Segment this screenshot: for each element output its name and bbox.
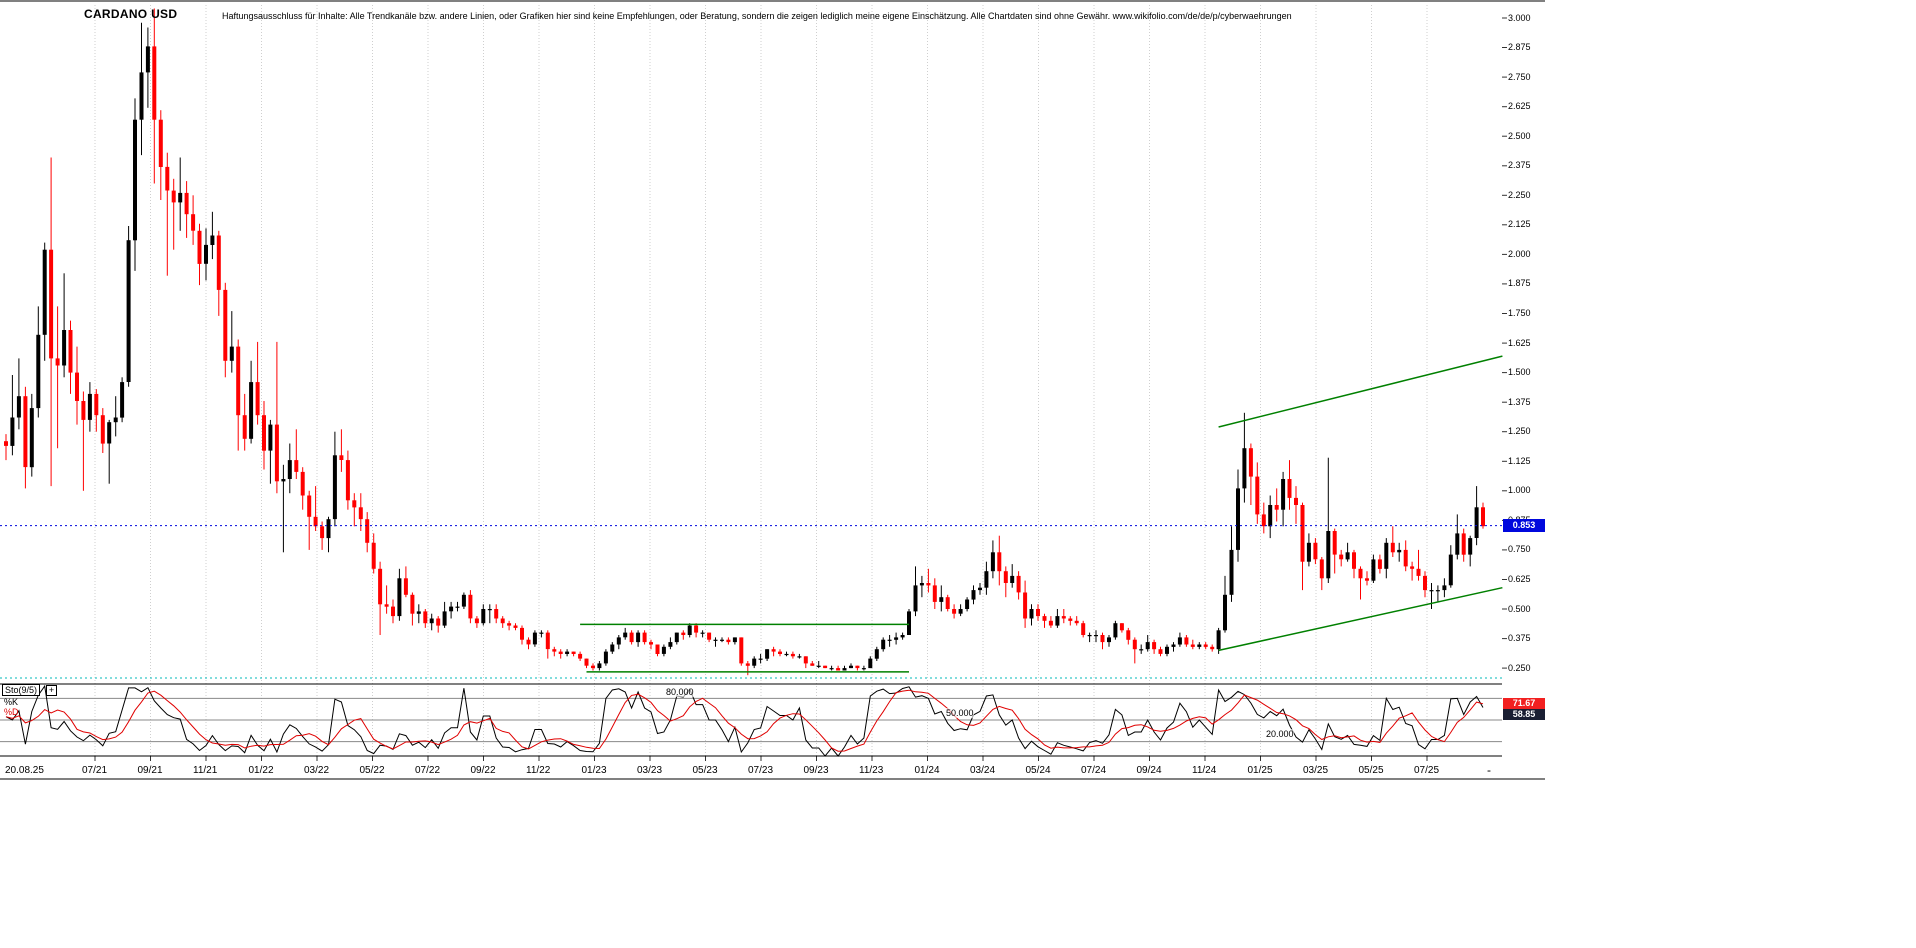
- time-tick-label: 05/23: [692, 765, 718, 776]
- price-tick-label: 3.000: [1508, 12, 1531, 23]
- price-tick-label: 2.750: [1508, 71, 1531, 82]
- current-date-label: 20.08.25: [5, 765, 44, 776]
- level-50-label: 50.000: [946, 708, 974, 718]
- price-tick-label: 1.500: [1508, 367, 1531, 378]
- price-tick-label: 0.250: [1508, 662, 1531, 673]
- price-tick-label: 2.875: [1508, 42, 1531, 53]
- price-tick-label: 2.000: [1508, 248, 1531, 259]
- price-tick-label: 1.250: [1508, 426, 1531, 437]
- time-tick-label: 05/24: [1025, 765, 1051, 776]
- price-tick-label: 0.375: [1508, 633, 1531, 644]
- time-tick-label: 09/24: [1136, 765, 1162, 776]
- indicator-expand-button[interactable]: +: [46, 685, 57, 696]
- time-tick-label: 07/24: [1081, 765, 1107, 776]
- time-tick-label: 03/24: [970, 765, 996, 776]
- level-20-label: 20.000: [1266, 729, 1294, 739]
- price-tick-label: 0.750: [1508, 544, 1531, 555]
- time-tick-label: 09/22: [470, 765, 496, 776]
- time-tick-label: 09/23: [803, 765, 829, 776]
- time-tick-label: 01/24: [914, 765, 940, 776]
- price-tick-label: 2.125: [1508, 219, 1531, 230]
- time-tick-label: 09/21: [137, 765, 163, 776]
- disclaimer-text: Haftungsausschluss für Inhalte: Alle Tre…: [222, 11, 1292, 21]
- stochastic-k-readout: 58.85: [1503, 709, 1545, 720]
- stochastic-d-readout: 71.67: [1503, 698, 1545, 709]
- time-tick-label: 03/25: [1303, 765, 1329, 776]
- price-tick-label: 1.750: [1508, 308, 1531, 318]
- time-tick-label: 01/22: [248, 765, 274, 776]
- time-tick-label: 07/23: [748, 765, 774, 776]
- stochastic-k-label: %K: [4, 697, 19, 707]
- time-tick-label: 11/22: [526, 765, 551, 776]
- price-tick-label: 2.250: [1508, 189, 1531, 200]
- stochastic-d-label: %D: [4, 707, 19, 717]
- time-tick-label: 11/24: [1192, 765, 1217, 776]
- price-tick-label: 0.500: [1508, 603, 1531, 614]
- level-80-label: 80.000: [666, 687, 694, 697]
- price-tick-label: 2.375: [1508, 160, 1531, 171]
- price-tick-label: 2.500: [1508, 130, 1531, 141]
- time-tick-label: 05/25: [1358, 765, 1384, 776]
- indicator-name-box[interactable]: Sto(9/5): [2, 684, 41, 696]
- time-tick-label: 11/23: [859, 765, 884, 776]
- time-tick-label: 07/25: [1414, 765, 1440, 776]
- time-tick-label: 07/22: [415, 765, 441, 776]
- time-tick-label: 01/25: [1247, 765, 1273, 776]
- price-tick-label: 0.625: [1508, 573, 1531, 584]
- axis-minus-control[interactable]: -: [1487, 763, 1491, 777]
- price-tick-label: 1.375: [1508, 396, 1531, 407]
- price-tick-label: 2.625: [1508, 101, 1531, 112]
- price-tick-label: 1.000: [1508, 485, 1531, 496]
- chart-title: CARDANO USD: [84, 7, 178, 21]
- time-tick-label: 03/23: [637, 765, 663, 776]
- price-tick-label: 1.625: [1508, 337, 1531, 348]
- time-tick-label: 03/22: [304, 765, 330, 776]
- time-tick-label: 01/23: [581, 765, 607, 776]
- time-tick-label: 05/22: [359, 765, 385, 776]
- price-tick-label: 1.875: [1508, 278, 1531, 289]
- time-tick-label: 11/21: [193, 765, 218, 776]
- price-chart-canvas[interactable]: [0, 0, 1545, 780]
- current-price-badge: 0.853: [1503, 519, 1545, 532]
- time-tick-label: 07/21: [82, 765, 108, 776]
- price-tick-label: 1.125: [1508, 455, 1531, 466]
